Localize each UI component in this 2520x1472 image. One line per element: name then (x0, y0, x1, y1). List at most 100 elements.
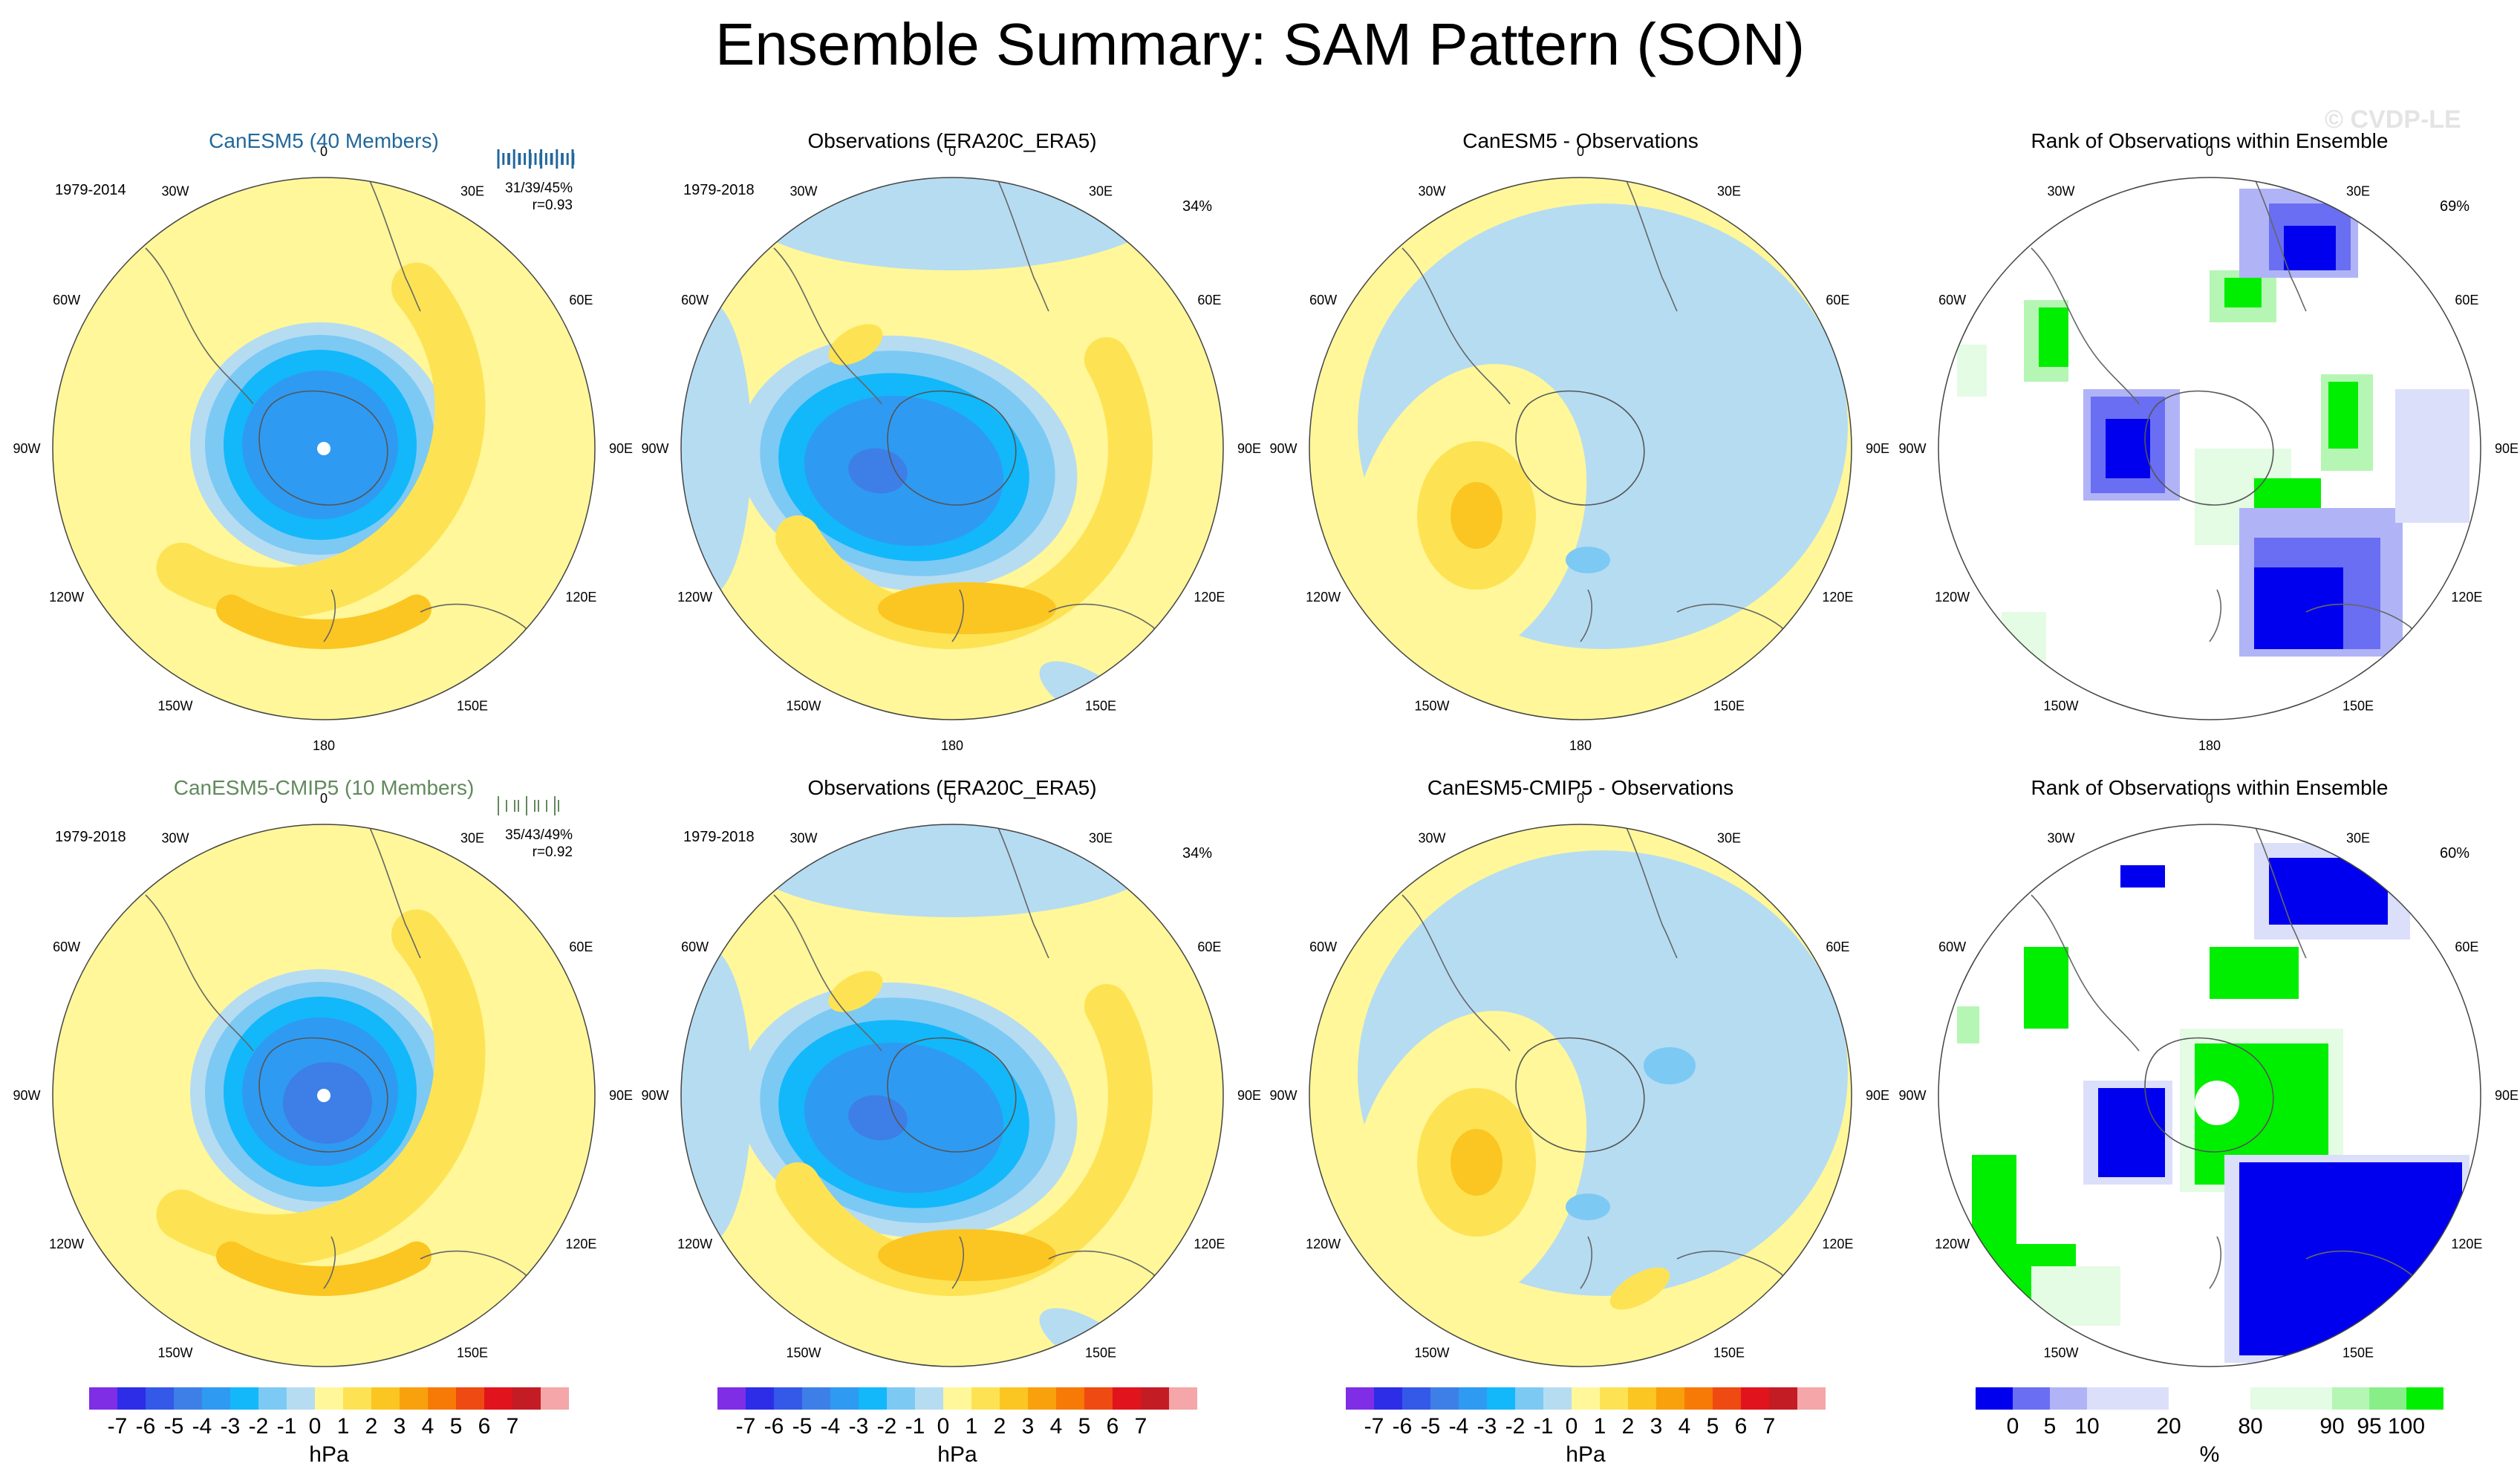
diff-panel-title: CanESM5-CMIP5 - Observations (1427, 776, 1733, 799)
rank-map-disk (1938, 178, 2481, 720)
obs-panel-title: Observations (ERA20C_ERA5) (807, 129, 1096, 152)
panel-diff-row2: 030E60E90E120E150E180150W120W90W60W30WCa… (1269, 776, 1889, 1400)
lon-label: 30W (161, 184, 189, 199)
colorbar-swatch (1487, 1387, 1515, 1410)
colorbar-label: -1 (1534, 1414, 1554, 1439)
pattern-correlation: r=0.92 (533, 844, 573, 860)
colorbar-label: -5 (792, 1414, 813, 1439)
lon-label: 180 (313, 738, 335, 753)
lon-label: 90E (2495, 441, 2519, 456)
lon-label: 0 (320, 791, 328, 806)
contour-pos2 (1451, 1129, 1502, 1196)
lon-label: 60W (1938, 939, 1966, 954)
africa-coastline (2253, 178, 2307, 312)
colorbar-label: 5 (2044, 1414, 2057, 1439)
lon-label: 90E (1866, 1088, 1889, 1103)
lon-label: 60W (1309, 939, 1337, 954)
colorbar-label: -3 (221, 1414, 241, 1439)
lon-label: 150E (2342, 1345, 2374, 1360)
colorbar-swatch (1543, 1387, 1572, 1410)
lon-label: 0 (948, 144, 956, 159)
diff-map-disk (1309, 824, 1852, 1367)
colorbar-label: -6 (764, 1414, 784, 1439)
lon-label: 120W (1306, 1237, 1341, 1251)
lon-label: 30E (460, 831, 484, 846)
antarctica-coastline (2144, 390, 2274, 506)
colorbar-label: -6 (136, 1414, 156, 1439)
member-tick-bar (497, 149, 575, 169)
diff-panel-title: CanESM5 - Observations (1462, 129, 1698, 152)
colorbar-label: 6 (1107, 1414, 1119, 1439)
rank-panel-title: Rank of Observations within Ensemble (2031, 129, 2389, 152)
colorbar-label: 80 (2238, 1414, 2262, 1439)
lon-label: 60W (53, 939, 80, 954)
colorbar-swatch (943, 1387, 971, 1410)
colorbar-swatch (1769, 1387, 1797, 1410)
lon-label: 150W (786, 1345, 821, 1360)
colorbar-swatch (717, 1387, 746, 1410)
new-zealand-coastline (1580, 1236, 1592, 1289)
colorbar-swatch (1141, 1387, 1169, 1410)
colorbar-label: 1 (966, 1414, 978, 1439)
new-zealand-coastline (323, 1236, 336, 1289)
south-america-coastline (773, 894, 882, 1052)
lon-label: 150E (2342, 698, 2374, 713)
model-map-disk (53, 178, 595, 720)
panel-rank-row2: 030E60E90E120E150E180150W120W90W60W30WRa… (1898, 776, 2519, 1400)
south-america-coastline (1401, 247, 1511, 405)
colorbar-swatch (258, 1387, 287, 1410)
contour-pos-small (828, 324, 883, 365)
colorbar-label: 7 (1763, 1414, 1776, 1439)
lon-label: 90E (1237, 1088, 1261, 1103)
diff-map-disk (1309, 178, 1852, 720)
colorbar-hpa-2: -7 -6 -5 -4 -3 -2 -1 0 1 2 3 4 5 6 7 hPa (717, 1387, 1197, 1467)
lon-label: 90E (609, 441, 633, 456)
lon-label: 90E (1237, 441, 1261, 456)
contour-neg5 (848, 1095, 908, 1141)
colorbar-swatch (746, 1387, 774, 1410)
colorbar-swatch (2050, 1387, 2087, 1410)
lon-label: 60W (681, 293, 709, 307)
colorbar-label: 5 (1078, 1414, 1091, 1439)
lon-label: 120W (677, 1237, 712, 1251)
lon-label: 120E (1194, 1237, 1225, 1251)
colorbar-swatch (1628, 1387, 1656, 1410)
colorbar-swatch (859, 1387, 887, 1410)
africa-coastline (368, 178, 421, 312)
contour-neg5 (283, 1062, 372, 1144)
africa-coastline (2253, 824, 2307, 959)
colorbar-label: -4 (821, 1414, 841, 1439)
colorbar-swatch (1600, 1387, 1628, 1410)
contour-pos1 (156, 262, 486, 619)
lon-label: 120E (565, 1237, 596, 1251)
colorbar-label: 95 (2357, 1414, 2381, 1439)
colorbar-swatch (2332, 1387, 2369, 1410)
panel-obs-row2: 030E60E90E120E150E180150W120W90W60W30WOb… (641, 776, 1261, 1400)
lon-label: 150E (1713, 698, 1745, 713)
colorbar-swatch (1515, 1387, 1543, 1410)
contour-neg1-north (737, 178, 1168, 270)
colorbar-swatch (117, 1387, 146, 1410)
antarctica-coastline (1515, 1037, 1645, 1153)
colorbar-swatch (774, 1387, 802, 1410)
lon-label: 60E (569, 939, 593, 954)
antarctica-coastline (887, 1037, 1017, 1153)
colorbar-swatch (287, 1387, 315, 1410)
model-panel-title: CanESM5 (40 Members) (209, 129, 439, 152)
pattern-correlation: r=0.93 (533, 198, 573, 213)
panel-model-row1: 0 30E 60E 90E 120E 150E 180 150W 120W 90W 60W 30W Ca… (13, 129, 633, 753)
new-zealand-coastline (951, 589, 964, 642)
watermark: © CVDP-LE (2325, 105, 2461, 134)
lon-label: 60E (1826, 939, 1849, 954)
colorbar-label: 1 (1594, 1414, 1606, 1439)
colorbar-swatch (2013, 1387, 2050, 1410)
pole-marker (317, 442, 331, 455)
colorbar-label: -7 (736, 1414, 756, 1439)
rank-panel-title: Rank of Observations within Ensemble (2031, 776, 2389, 799)
colorbar-label: -7 (108, 1414, 128, 1439)
colorbar-label: 3 (1022, 1414, 1035, 1439)
colorbar-swatch (1656, 1387, 1684, 1410)
lon-label: 90W (13, 1088, 40, 1103)
colorbar-hpa-3: -7 -6 -5 -4 -3 -2 -1 0 1 2 3 4 5 6 7 hPa (1346, 1387, 1826, 1467)
lon-label: 150W (157, 698, 192, 713)
